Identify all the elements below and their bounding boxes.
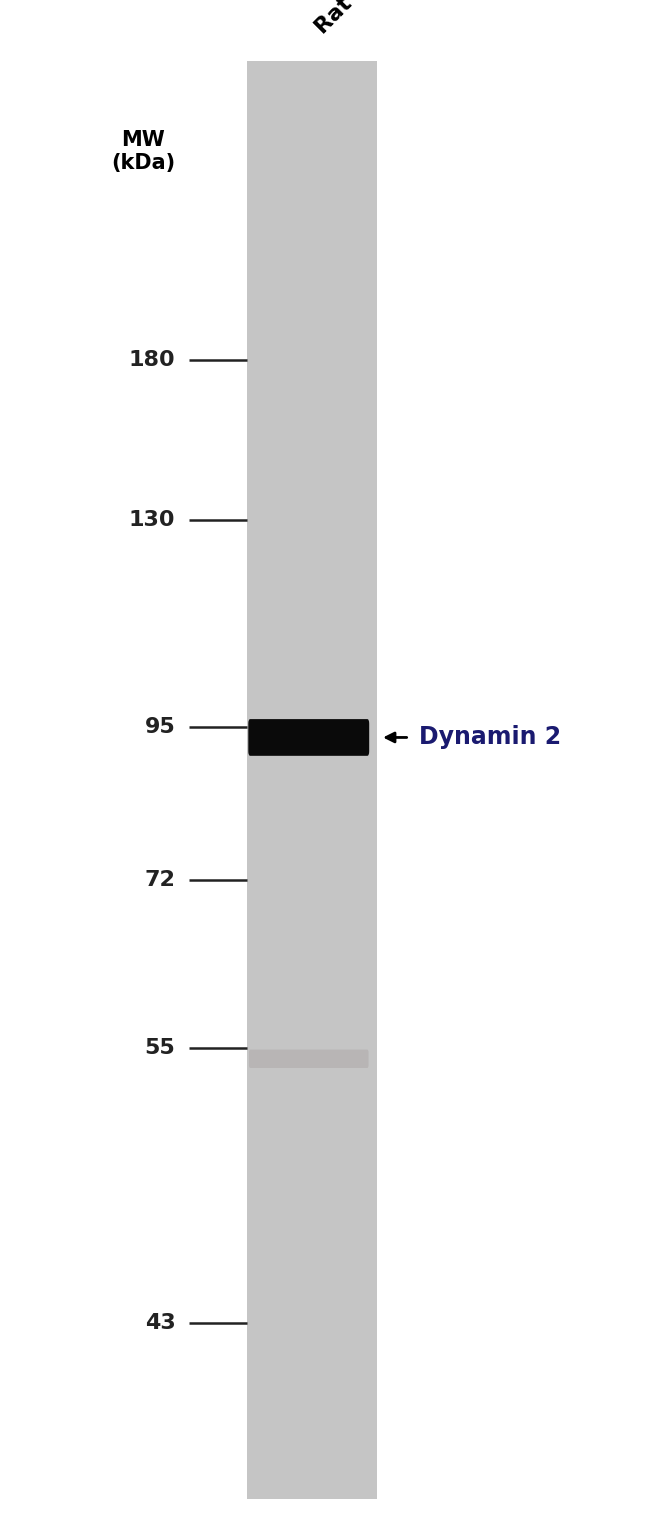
Text: 130: 130 xyxy=(129,509,176,531)
Text: MW
(kDa): MW (kDa) xyxy=(111,130,175,173)
Text: 95: 95 xyxy=(145,716,176,737)
FancyBboxPatch shape xyxy=(248,719,369,756)
FancyBboxPatch shape xyxy=(249,1050,369,1068)
Text: Dynamin 2: Dynamin 2 xyxy=(419,725,562,750)
Bar xyxy=(247,61,377,1499)
Text: 43: 43 xyxy=(145,1313,176,1334)
Text: 55: 55 xyxy=(145,1037,176,1059)
Text: 180: 180 xyxy=(129,349,176,370)
Text: Rat brain: Rat brain xyxy=(312,0,408,38)
Text: 72: 72 xyxy=(144,869,176,890)
